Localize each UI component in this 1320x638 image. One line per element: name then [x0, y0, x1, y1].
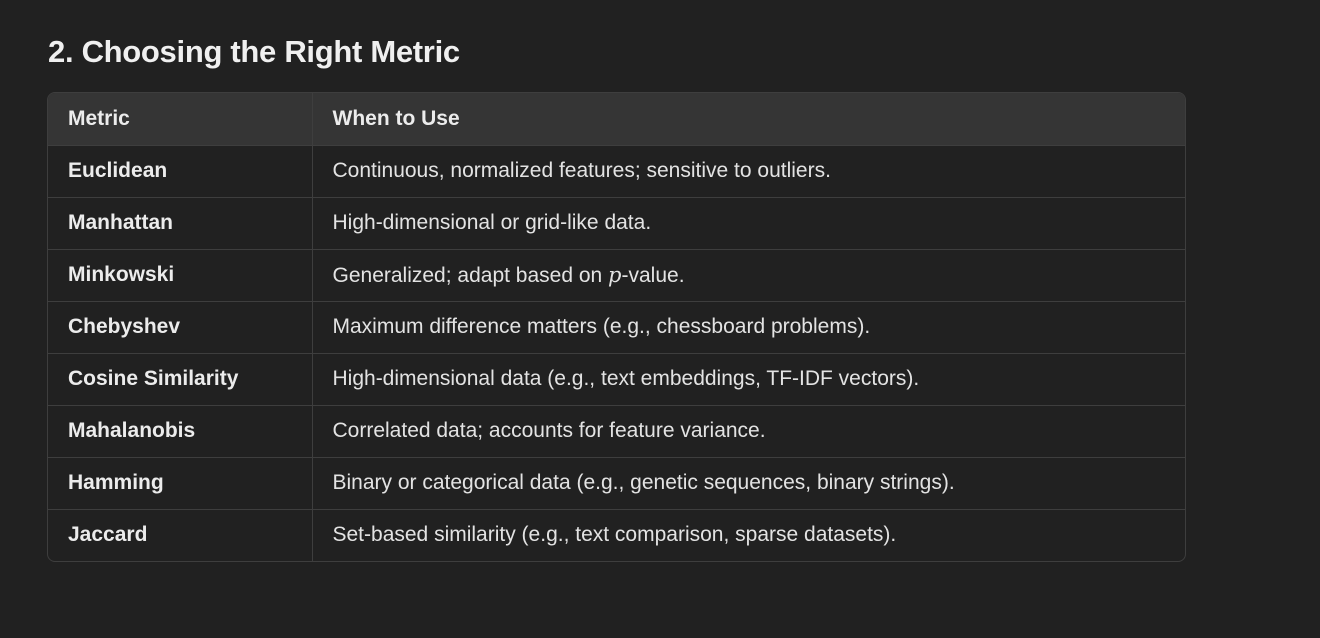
header-when-to-use: When to Use [312, 93, 1185, 146]
table-row: Euclidean Continuous, normalized feature… [48, 145, 1185, 198]
usage-text: Generalized; adapt based on [332, 263, 609, 287]
section-heading: 2. Choosing the Right Metric [48, 34, 460, 69]
table-header-row: Metric When to Use [48, 93, 1185, 146]
table-row: Chebyshev Maximum difference matters (e.… [48, 301, 1185, 354]
metric-usage: Maximum difference matters (e.g., chessb… [312, 301, 1185, 354]
metric-usage: High-dimensional data (e.g., text embedd… [312, 353, 1185, 406]
table-row: Jaccard Set-based similarity (e.g., text… [48, 509, 1185, 561]
metric-name: Cosine Similarity [48, 353, 313, 406]
metric-name: Mahalanobis [48, 405, 313, 458]
table-row: Minkowski Generalized; adapt based on p-… [48, 249, 1185, 302]
metric-name: Chebyshev [48, 301, 313, 354]
math-variable-p: p [608, 262, 622, 287]
metric-usage: High-dimensional or grid-like data. [312, 197, 1185, 250]
table-row: Cosine Similarity High-dimensional data … [48, 353, 1185, 406]
table-row: Manhattan High-dimensional or grid-like … [48, 197, 1185, 250]
metric-usage: Correlated data; accounts for feature va… [312, 405, 1185, 458]
metric-usage: Continuous, normalized features; sensiti… [312, 145, 1185, 198]
metric-usage: Binary or categorical data (e.g., geneti… [312, 457, 1185, 510]
metrics-table-container: Metric When to Use Euclidean Continuous,… [47, 92, 1186, 562]
table-row: Mahalanobis Correlated data; accounts fo… [48, 405, 1185, 458]
metric-usage: Generalized; adapt based on p-value. [312, 249, 1185, 302]
metric-name: Manhattan [48, 197, 313, 250]
metric-usage: Set-based similarity (e.g., text compari… [332, 523, 897, 547]
header-metric: Metric [48, 93, 313, 146]
metric-name: Jaccard [48, 509, 313, 561]
table-row: Hamming Binary or categorical data (e.g.… [48, 457, 1185, 510]
metric-name: Euclidean [48, 145, 313, 198]
metrics-table: Metric When to Use Euclidean Continuous,… [48, 93, 1185, 561]
metric-name: Minkowski [48, 249, 313, 302]
metric-name: Hamming [48, 457, 313, 510]
usage-text: -value. [621, 263, 685, 287]
